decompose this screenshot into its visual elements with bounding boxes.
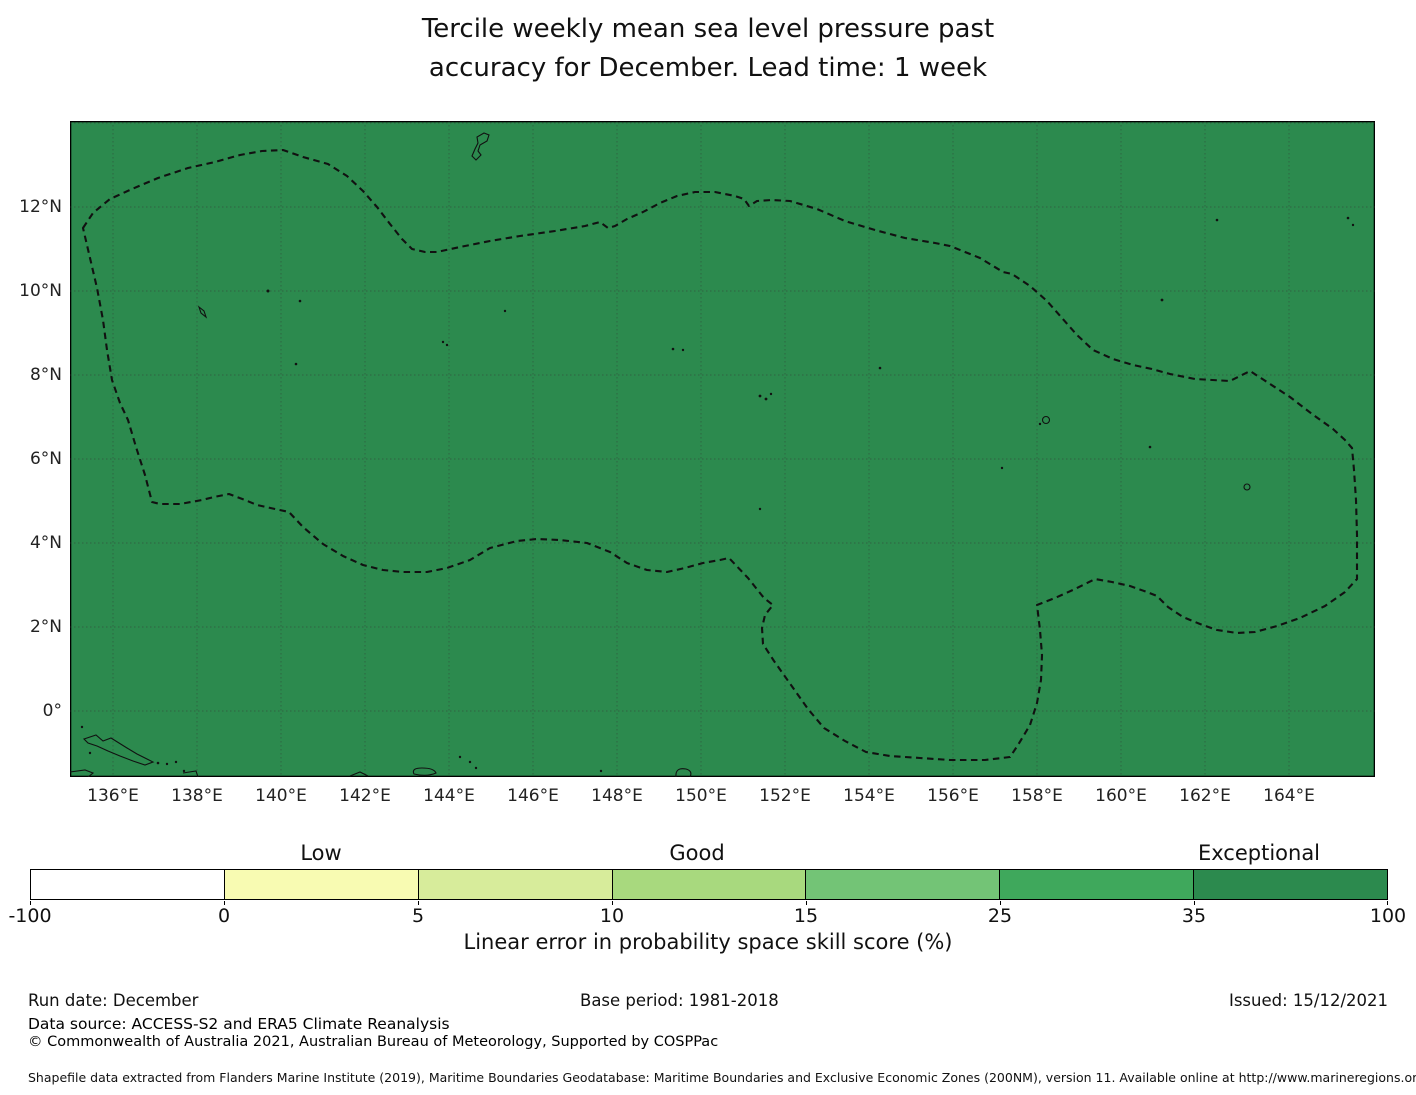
- colorbar-tick-label: 10: [599, 905, 625, 927]
- colorbar-tick-label: 25: [987, 905, 1013, 927]
- chart-title-line2: accuracy for December. Lead time: 1 week: [428, 53, 988, 83]
- y-tick-label: 8°N: [29, 365, 62, 385]
- coastline-fragment: [349, 771, 369, 777]
- colorbar-tick-label: 35: [1181, 905, 1207, 927]
- colorbar-segment: [612, 870, 807, 899]
- x-tick-label: 150°E: [675, 786, 727, 806]
- copyright-text: © Commonwealth of Australia 2021, Austra…: [28, 1034, 719, 1050]
- island-coastlines: [70, 132, 1251, 777]
- x-tick-label: 152°E: [759, 786, 811, 806]
- guam-island-outline: [471, 132, 490, 161]
- colorbar-tick: [806, 901, 807, 905]
- x-tick-label: 160°E: [1095, 786, 1147, 806]
- x-tick-label: 164°E: [1263, 786, 1315, 806]
- y-tick-label: 12°N: [19, 197, 62, 217]
- eez-boundary-outline: [81, 148, 1359, 762]
- y-tick-label: 4°N: [29, 533, 62, 553]
- colorbar-tick-label: 15: [793, 905, 819, 927]
- colorbar-segment: [31, 870, 225, 899]
- colorbar-tick-label: -100: [8, 905, 52, 927]
- colorbar-tick-label: 100: [1369, 905, 1407, 927]
- x-tick-label: 154°E: [843, 786, 895, 806]
- y-tick-label: 6°N: [29, 449, 62, 469]
- colorbar-segment: [418, 870, 613, 899]
- coastline-fragment: [182, 770, 199, 777]
- colorbar-segment: [1194, 870, 1388, 899]
- colorbar-segment: [224, 870, 419, 899]
- x-tick-label: 146°E: [507, 786, 559, 806]
- small-island-specks: [80, 216, 1355, 773]
- colorbar-tick: [30, 901, 31, 905]
- colorbar-tick: [224, 901, 225, 905]
- base-period-text: Base period: 1981-2018: [580, 991, 779, 1010]
- colorbar: [30, 869, 1388, 900]
- colorbar-segment: [806, 870, 1001, 899]
- colorbar-category-exceptional: Exceptional: [1197, 841, 1321, 865]
- coastline-fragment: [412, 767, 437, 776]
- coastline-fragment: [70, 769, 95, 777]
- colorbar-tick-label: 5: [411, 905, 425, 927]
- y-tick-label: 10°N: [19, 281, 62, 301]
- shapefile-attribution-text: Shapefile data extracted from Flanders M…: [28, 1070, 1416, 1085]
- x-tick-label: 162°E: [1179, 786, 1231, 806]
- data-source-text: Data source: ACCESS-S2 and ERA5 Climate …: [28, 1015, 450, 1033]
- colorbar-segment: [1000, 870, 1195, 899]
- run-date-text: Run date: December: [28, 991, 199, 1010]
- colorbar-tick: [612, 901, 613, 905]
- y-tick-label: 0°: [42, 701, 62, 721]
- pohnpei-island-outline: [1041, 415, 1051, 425]
- map-surface: [70, 121, 1375, 777]
- chart-title-line1: Tercile weekly mean sea level pressure p…: [421, 14, 995, 44]
- chart-title: Tercile weekly mean sea level pressure p…: [0, 10, 1416, 88]
- x-tick-label: 148°E: [591, 786, 643, 806]
- colorbar-axis-label: Linear error in probability space skill …: [463, 930, 953, 954]
- colorbar-tick: [418, 901, 419, 905]
- x-tick-label: 156°E: [927, 786, 979, 806]
- y-tick-label: 2°N: [29, 617, 62, 637]
- kosrae-island-outline: [1243, 483, 1251, 491]
- x-tick-label: 158°E: [1011, 786, 1063, 806]
- colorbar-category-good: Good: [669, 841, 725, 865]
- map-panel: [70, 121, 1375, 777]
- map-canvas: [70, 121, 1375, 777]
- colorbar-tick: [1194, 901, 1195, 905]
- colorbar-category-low: Low: [300, 841, 342, 865]
- x-tick-label: 144°E: [423, 786, 475, 806]
- issued-date-text: Issued: 15/12/2021: [1228, 991, 1388, 1010]
- coastline-fragment: [675, 768, 692, 777]
- papua-coastline: [82, 734, 155, 766]
- x-tick-label: 140°E: [255, 786, 307, 806]
- x-tick-label: 136°E: [87, 786, 139, 806]
- colorbar-tick: [1387, 901, 1388, 905]
- yap-island-outline: [197, 305, 208, 319]
- x-tick-label: 138°E: [171, 786, 223, 806]
- colorbar-tick: [1000, 901, 1001, 905]
- graticule-gridlines: [70, 121, 1375, 777]
- colorbar-tick-label: 0: [217, 905, 231, 927]
- x-tick-label: 142°E: [339, 786, 391, 806]
